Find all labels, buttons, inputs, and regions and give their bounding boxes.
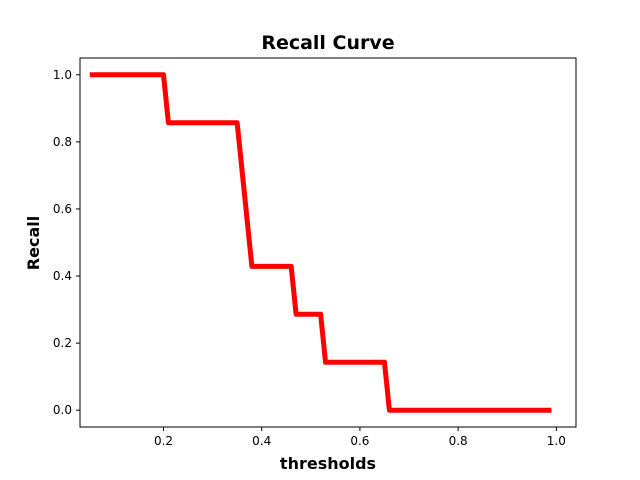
- y-tick-label: 0.6: [53, 202, 72, 216]
- y-axis-ticks: 0.0 0.2 0.4 0.6 0.8 1.0: [53, 68, 80, 417]
- y-tick-label: 1.0: [53, 68, 72, 82]
- x-tick-label: 1.0: [547, 434, 566, 448]
- x-tick-label: 0.4: [252, 434, 271, 448]
- y-tick-label: 0.0: [53, 403, 72, 417]
- series-line-0: [89, 72, 552, 413]
- plot-area: [79, 57, 577, 428]
- y-tick-label: 0.4: [53, 269, 72, 283]
- x-tick-label: 0.2: [154, 434, 173, 448]
- y-axis-label: Recall: [24, 216, 43, 270]
- x-tick-label: 0.6: [350, 434, 369, 448]
- chart-title: Recall Curve: [261, 32, 394, 54]
- y-tick-label: 0.8: [53, 135, 72, 149]
- x-axis-label: thresholds: [280, 454, 376, 473]
- plot-frame: [79, 57, 577, 428]
- x-tick-label: 0.8: [449, 434, 468, 448]
- y-tick-label: 0.2: [53, 336, 72, 350]
- x-axis-ticks: 0.2 0.4 0.6 0.8 1.0: [154, 427, 566, 448]
